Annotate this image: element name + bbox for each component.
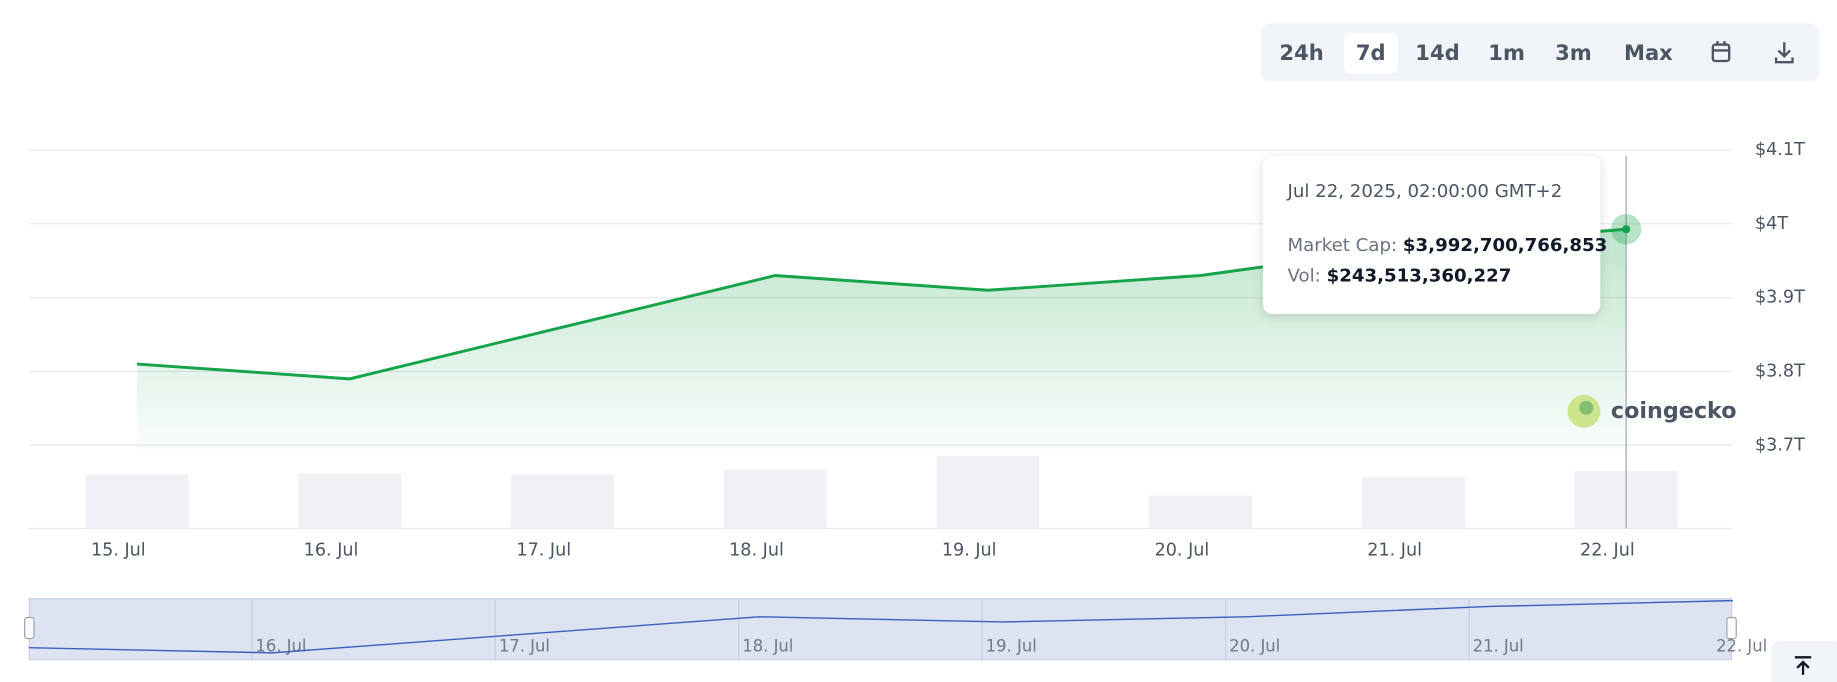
x-tick-label: 22. Jul (1580, 541, 1635, 561)
x-tick-label: 15. Jul (91, 541, 146, 561)
volume-bar (1149, 495, 1253, 529)
navigator-label: 16. Jul (255, 636, 306, 655)
tooltip-label: Market Cap: (1288, 235, 1398, 256)
volume-bar (298, 473, 402, 529)
volume-bar (723, 469, 827, 529)
volume-bar (510, 474, 615, 529)
volume-bar (936, 456, 1040, 529)
plot: $3.7T $3.8T $3.9T $4T $4.1T 15. Jul 16. Jul 17.… (24, 140, 1805, 661)
navigator-label: 18. Jul (742, 636, 793, 655)
range-button[interactable]: 3m (1555, 40, 1592, 65)
range-button[interactable]: 1m (1488, 40, 1525, 65)
navigator-handle[interactable] (1726, 616, 1737, 640)
navigator-label: 22. Jul (1716, 636, 1767, 655)
tooltip-label: Vol: (1288, 266, 1321, 287)
navigator-line (28, 599, 1733, 654)
tooltip-value: $243,513,360,227 (1327, 266, 1512, 287)
volume-bar (85, 474, 189, 529)
navigator-handle[interactable] (24, 616, 35, 640)
y-tick-label: $3.8T (1755, 361, 1805, 381)
scroll-top-button[interactable] (1771, 640, 1837, 682)
tooltip-row: Market Cap: $3,992,700,766,853 (1288, 235, 1608, 256)
x-tick-label: 16. Jul (304, 541, 359, 561)
watermark: coingecko (1611, 398, 1737, 424)
calendar-button[interactable] (1711, 41, 1731, 63)
volume-bar (1361, 476, 1465, 529)
range-button[interactable]: 24h (1279, 40, 1323, 65)
navigator-label: 19. Jul (986, 636, 1037, 655)
y-tick-label: $4.1T (1755, 140, 1805, 160)
range-button[interactable]: 14d (1415, 40, 1459, 65)
x-tick-label: 17. Jul (516, 541, 571, 561)
navigator-label: 17. Jul (499, 636, 550, 655)
download-button[interactable] (1774, 42, 1794, 64)
y-tick-label: $3.7T (1755, 435, 1805, 455)
x-tick-label: 21. Jul (1367, 541, 1422, 561)
x-tick-label: 20. Jul (1155, 541, 1210, 561)
y-tick-label: $4T (1755, 214, 1788, 234)
hover-dot (1622, 225, 1631, 234)
navigator-label: 21. Jul (1473, 636, 1524, 655)
y-tick-label: $3.9T (1755, 288, 1805, 308)
tooltip-box (1262, 155, 1601, 315)
range-button[interactable]: Max (1624, 40, 1673, 65)
range-button[interactable]: 7d (1356, 40, 1386, 65)
range-buttons: 24h 7d 14d 1m 3m Max (1279, 40, 1673, 65)
tooltip-date: Jul 22, 2025, 02:00:00 GMT+2 (1287, 181, 1563, 202)
watermark-logo-eye (1579, 400, 1594, 415)
selected-range (1343, 32, 1398, 74)
x-tick-label: 19. Jul (942, 541, 997, 561)
tooltip-row: Vol: $243,513,360,227 (1288, 266, 1512, 287)
navigator-label: 20. Jul (1229, 636, 1280, 655)
tooltip-value: $3,992,700,766,853 (1403, 235, 1607, 256)
range-panel (1260, 23, 1820, 81)
area (137, 229, 1627, 452)
x-tick-label: 18. Jul (729, 541, 784, 561)
